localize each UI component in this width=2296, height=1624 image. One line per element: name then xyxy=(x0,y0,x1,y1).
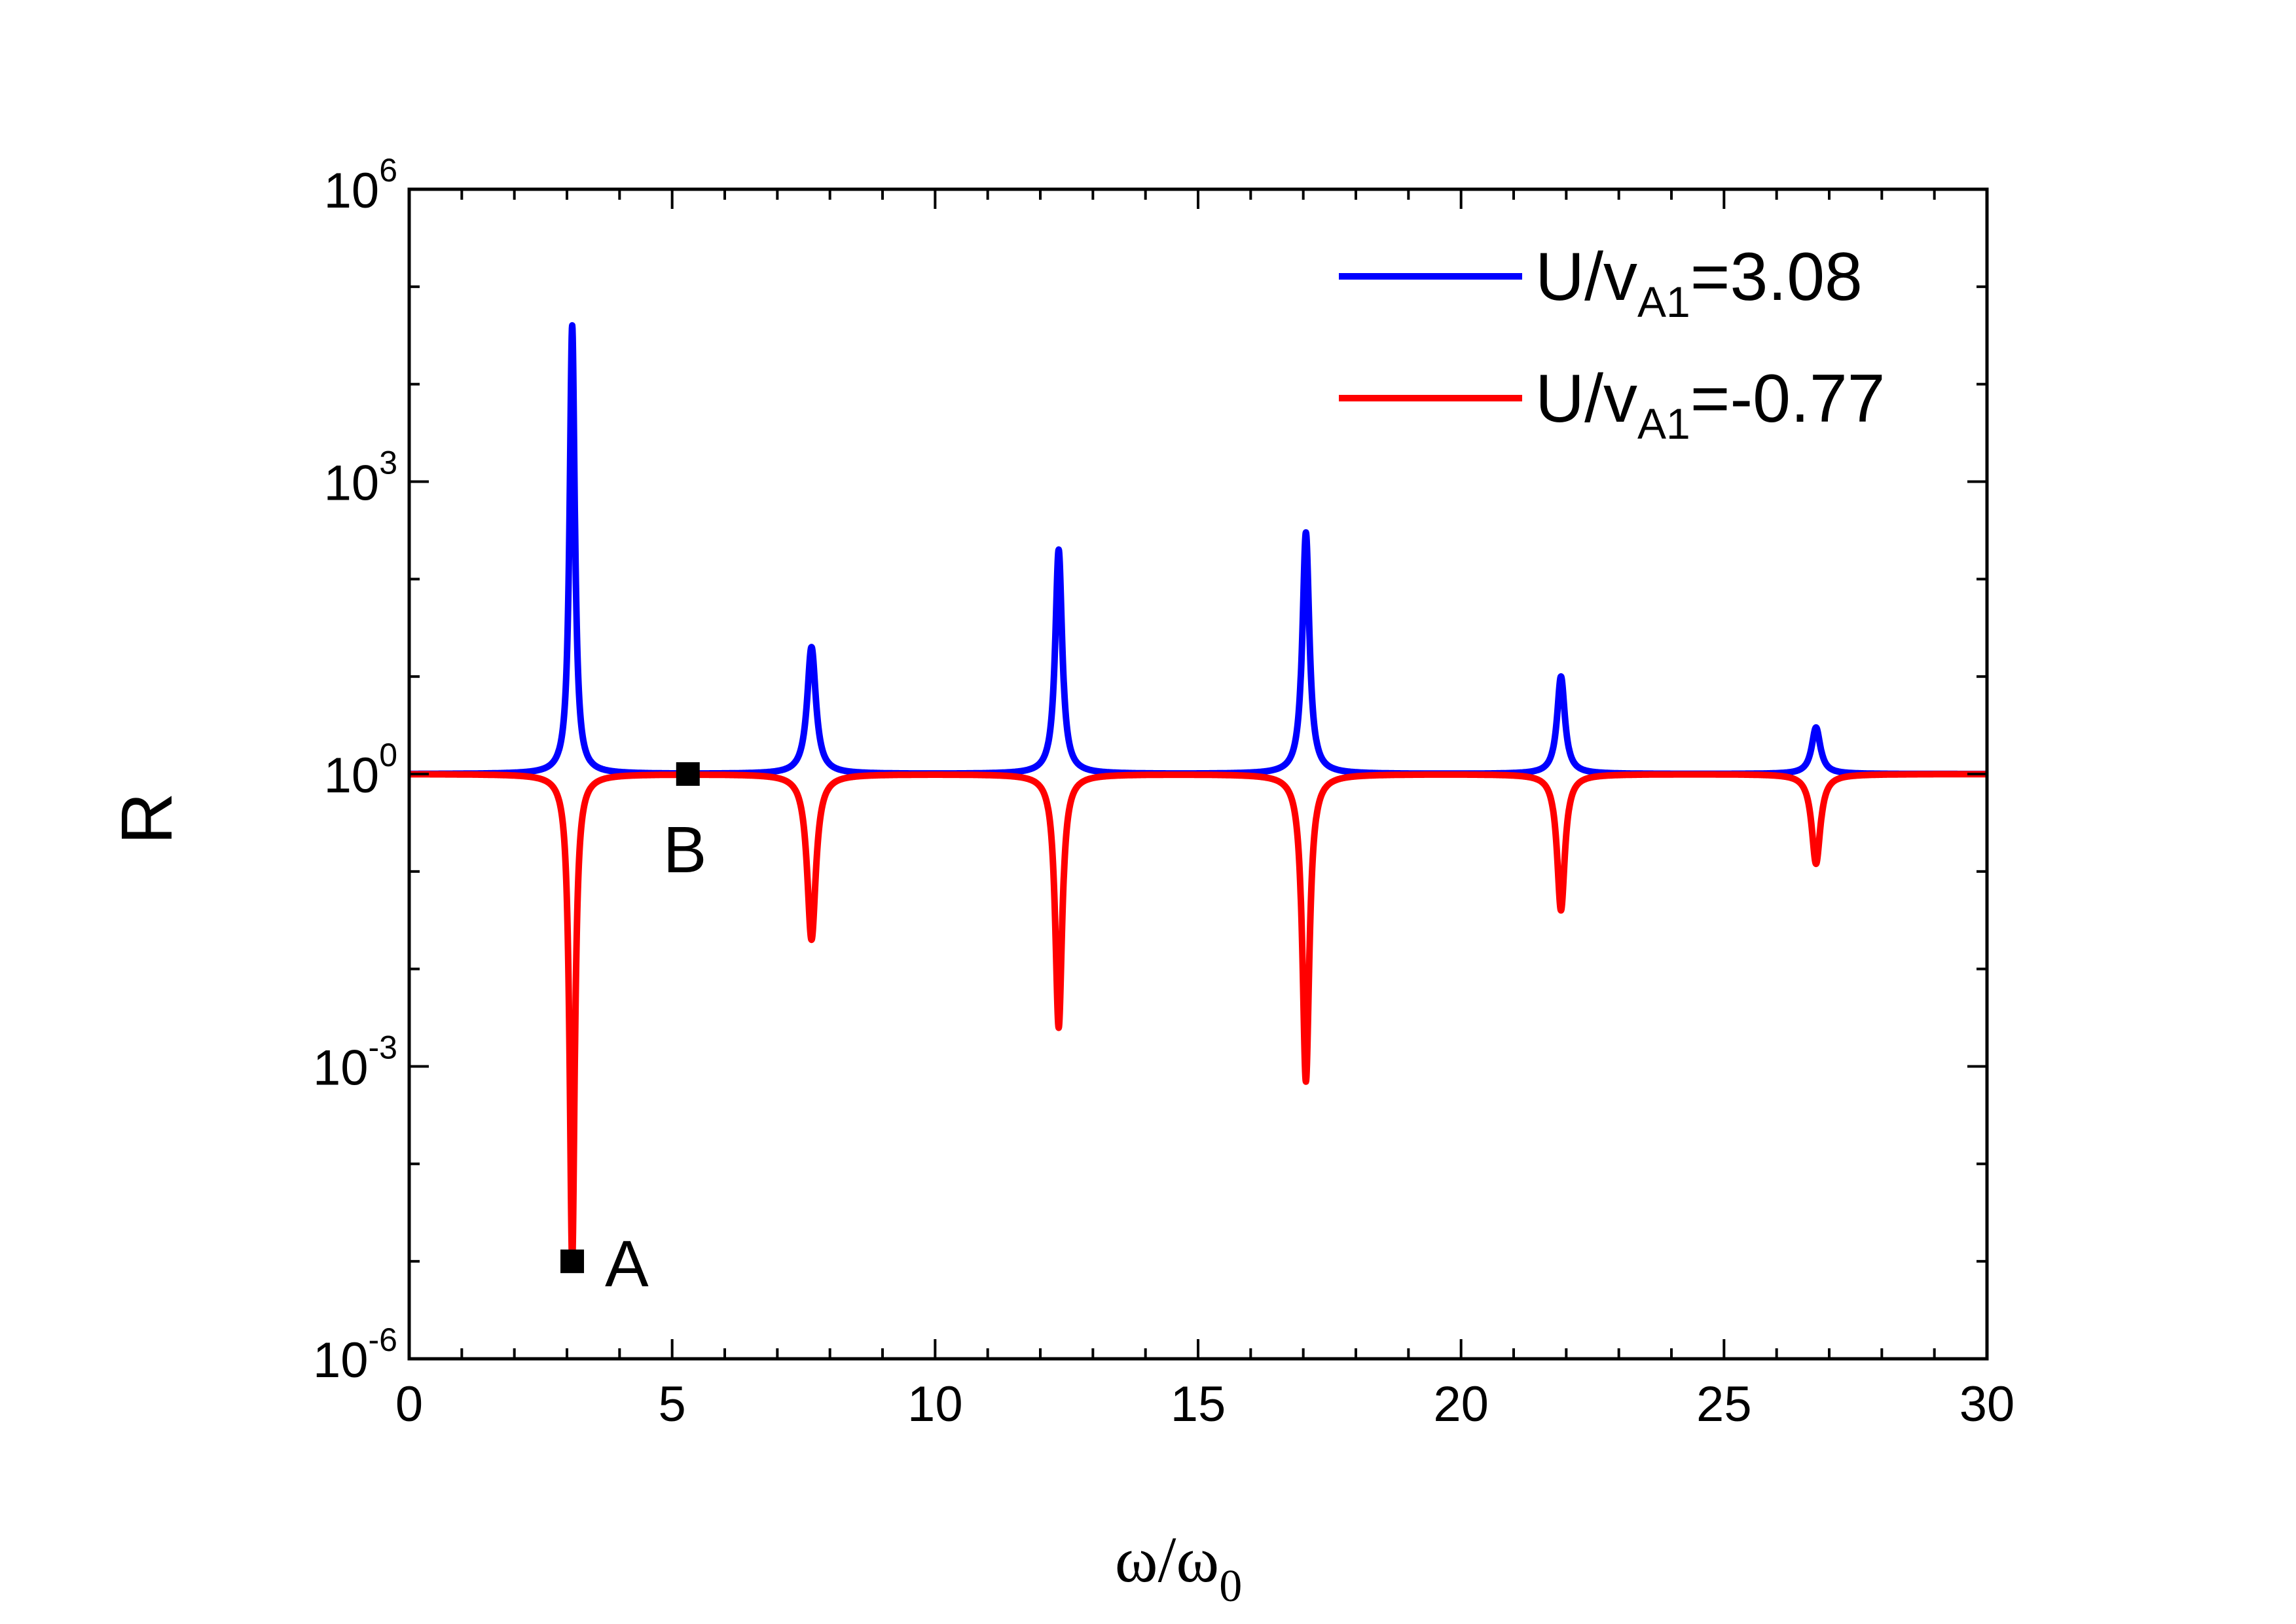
x-tick-labels: 0 5 10 15 20 25 30 xyxy=(395,1376,2014,1432)
y-tick-label: 103 xyxy=(324,445,397,511)
y-tick-labels: 10-6 10-3 100 103 106 xyxy=(313,152,397,1388)
x-axis-title: ω/ω0 xyxy=(1115,1523,1242,1612)
y-tick-label: 100 xyxy=(324,737,397,803)
x-tick-label: 0 xyxy=(395,1376,423,1432)
x-tick-label: 20 xyxy=(1433,1376,1489,1432)
annotation-label-b: B xyxy=(663,813,707,887)
y-tick-label: 10-3 xyxy=(313,1029,397,1096)
legend-label-u-va1-3-08: U/vA1=3.08 xyxy=(1535,239,1863,326)
y-axis-title: R xyxy=(107,792,187,844)
series-line-u-va1-neg-0-77 xyxy=(406,771,1990,1265)
x-tick-label: 5 xyxy=(659,1376,686,1432)
y-tick-label: 10-6 xyxy=(313,1321,397,1388)
annotation-label-a: A xyxy=(605,1227,649,1301)
x-tick-label: 30 xyxy=(1959,1376,2015,1432)
x-tick-label: 10 xyxy=(907,1376,963,1432)
legend: U/vA1=3.08 U/vA1=-0.77 xyxy=(1339,239,1886,448)
annotations: AB xyxy=(560,762,706,1301)
legend-label-u-va1-neg-0-77: U/vA1=-0.77 xyxy=(1535,361,1886,448)
annotation-marker-a xyxy=(560,1249,585,1274)
axis-ticks xyxy=(408,188,1988,1360)
annotation-marker-b xyxy=(676,762,700,786)
y-tick-label: 106 xyxy=(324,152,397,219)
x-tick-label: 25 xyxy=(1696,1376,1752,1432)
x-tick-label: 15 xyxy=(1171,1376,1226,1432)
